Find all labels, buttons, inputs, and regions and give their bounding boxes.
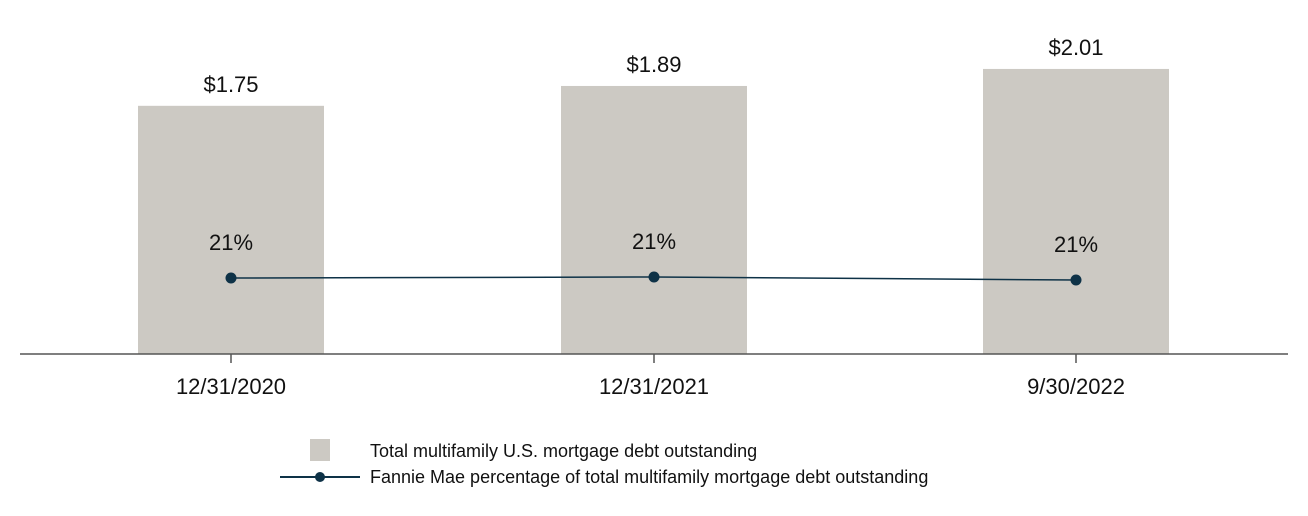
line-value-label: 21% bbox=[209, 230, 253, 255]
line-point bbox=[648, 271, 660, 283]
line-point bbox=[225, 272, 237, 284]
bar bbox=[561, 85, 747, 355]
x-tick-label: 12/31/2021 bbox=[599, 374, 709, 399]
legend-item-line: Fannie Mae percentage of total multifami… bbox=[280, 464, 928, 490]
line-point bbox=[1070, 274, 1082, 286]
line-value-label: 21% bbox=[1054, 232, 1098, 257]
line-series bbox=[225, 271, 1082, 286]
chart-svg: 12/31/2020 12/31/2021 9/30/2022 $1.75 $1.89… bbox=[20, 35, 1288, 399]
legend-label-bars: Total multifamily U.S. mortgage debt out… bbox=[370, 440, 758, 461]
line-value-label: 21% bbox=[632, 229, 676, 254]
bar-value-label: $1.75 bbox=[203, 72, 258, 97]
x-axis: 12/31/2020 12/31/2021 9/30/2022 bbox=[20, 353, 1288, 399]
bar bbox=[983, 68, 1169, 354]
x-tick-label: 12/31/2020 bbox=[176, 374, 286, 399]
legend: Total multifamily U.S. mortgage debt out… bbox=[280, 438, 928, 490]
bar bbox=[138, 105, 324, 355]
legend-bar-swatch bbox=[280, 438, 360, 464]
legend-line-marker bbox=[280, 464, 360, 490]
legend-label-line: Fannie Mae percentage of total multifami… bbox=[370, 466, 929, 487]
bar-group bbox=[138, 68, 1169, 355]
legend-item-bars: Total multifamily U.S. mortgage debt out… bbox=[280, 438, 928, 464]
bar-value-label: $1.89 bbox=[626, 52, 681, 77]
x-tick-label: 9/30/2022 bbox=[1027, 374, 1125, 399]
bar-value-label: $2.01 bbox=[1048, 35, 1103, 60]
data-labels: $1.75 $1.89 $2.01 21% 21% 21% bbox=[203, 35, 1103, 257]
